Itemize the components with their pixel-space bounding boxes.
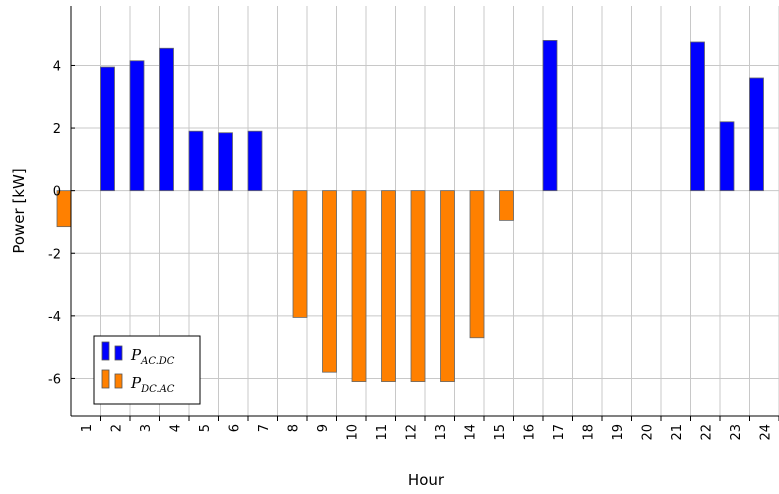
legend-swatch-ac-dc-b — [114, 345, 123, 361]
x-tick-label: 8 — [286, 424, 301, 432]
x-axis-label: Hour — [408, 471, 445, 489]
bar-ac-dc-hour-2 — [100, 66, 115, 192]
bar-dc-ac-hour-9 — [292, 190, 308, 318]
bar-ac-dc-hour-3 — [129, 60, 145, 192]
x-tick-label: 22 — [699, 424, 714, 441]
x-tick-label: 1 — [80, 424, 95, 432]
x-tick-label: 2 — [109, 424, 124, 432]
y-axis-label: Power [kW] — [10, 168, 28, 253]
bar-dc-ac-hour-10 — [322, 190, 337, 373]
y-tick-label: 2 — [53, 122, 61, 137]
legend-label-ac-dc-sub: AC.DC — [140, 356, 175, 367]
x-tick-label: 18 — [581, 424, 596, 441]
legend-box — [93, 335, 201, 405]
bar-dc-ac-hour-12 — [381, 190, 396, 382]
legend-label-ac-dc: PAC.DC — [130, 346, 175, 367]
y-tick-label: -6 — [48, 372, 61, 387]
x-tick-label: 16 — [522, 424, 537, 441]
x-tick-label: 24 — [758, 424, 773, 441]
x-tick-label: 21 — [670, 424, 685, 441]
bar-dc-ac-hour-14 — [440, 190, 455, 382]
legend-label-ac-dc-main: P — [130, 346, 142, 364]
x-tick-label: 10 — [345, 424, 360, 441]
y-tick-labels: 4 2 0 -2 -4 -6 — [48, 59, 61, 387]
bar-ac-dc-hour-23 — [719, 121, 735, 192]
legend-swatch-dc-ac-a — [101, 369, 110, 389]
legend-label-dc-ac-main: P — [130, 374, 142, 392]
legend-swatch-ac-dc-a — [101, 341, 110, 361]
x-tick-label: 4 — [168, 424, 183, 432]
y-tick-label: -4 — [48, 310, 61, 325]
x-tick-label: 19 — [611, 424, 626, 441]
bars — [56, 40, 764, 382]
bar-ac-dc-hour-24 — [749, 77, 764, 192]
y-tick-label: 0 — [53, 185, 61, 200]
x-tick-label: 14 — [463, 424, 478, 441]
x-tick-label: 20 — [640, 424, 655, 441]
bar-ac-dc-hour-17 — [542, 40, 558, 192]
x-tick-label: 6 — [227, 424, 242, 432]
legend-swatch-dc-ac-b — [114, 373, 123, 389]
x-tick-label: 23 — [729, 424, 744, 441]
bar-ac-dc-hour-5 — [188, 130, 204, 192]
bar-dc-ac-hour-13 — [410, 190, 426, 382]
x-tick-label: 12 — [404, 424, 419, 441]
bar-dc-ac-hour-15 — [469, 190, 485, 339]
x-tick-label: 13 — [434, 424, 449, 441]
legend-label-dc-ac: PDC.AC — [130, 374, 175, 395]
bar-ac-dc-hour-4 — [159, 47, 174, 192]
axes — [70, 6, 779, 421]
y-tick-label: 4 — [53, 59, 61, 74]
x-tick-label: 17 — [552, 424, 567, 441]
y-tick-label: -2 — [48, 247, 61, 262]
legend-label-dc-ac-sub: DC.AC — [140, 384, 175, 395]
x-tick-label: 7 — [257, 424, 272, 432]
x-tick-label: 11 — [375, 424, 390, 441]
bar-ac-dc-hour-7 — [247, 130, 263, 192]
bar-dc-ac-hour-11 — [351, 190, 367, 382]
x-tick-label: 9 — [316, 424, 331, 432]
legend: PAC.DC PDC.AC — [93, 335, 201, 405]
x-tick-label: 15 — [493, 424, 508, 441]
x-tick-labels: 1 2 3 4 5 6 7 8 9 10 11 12 13 14 15 16 17 18 19 20 21 22 23 24 — [80, 424, 774, 441]
bar-dc-ac-hour-16 — [499, 190, 514, 221]
x-tick-label: 3 — [139, 424, 154, 432]
bar-ac-dc-hour-22 — [690, 41, 705, 192]
x-tick-label: 5 — [198, 424, 213, 432]
bar-ac-dc-hour-6 — [218, 132, 233, 192]
